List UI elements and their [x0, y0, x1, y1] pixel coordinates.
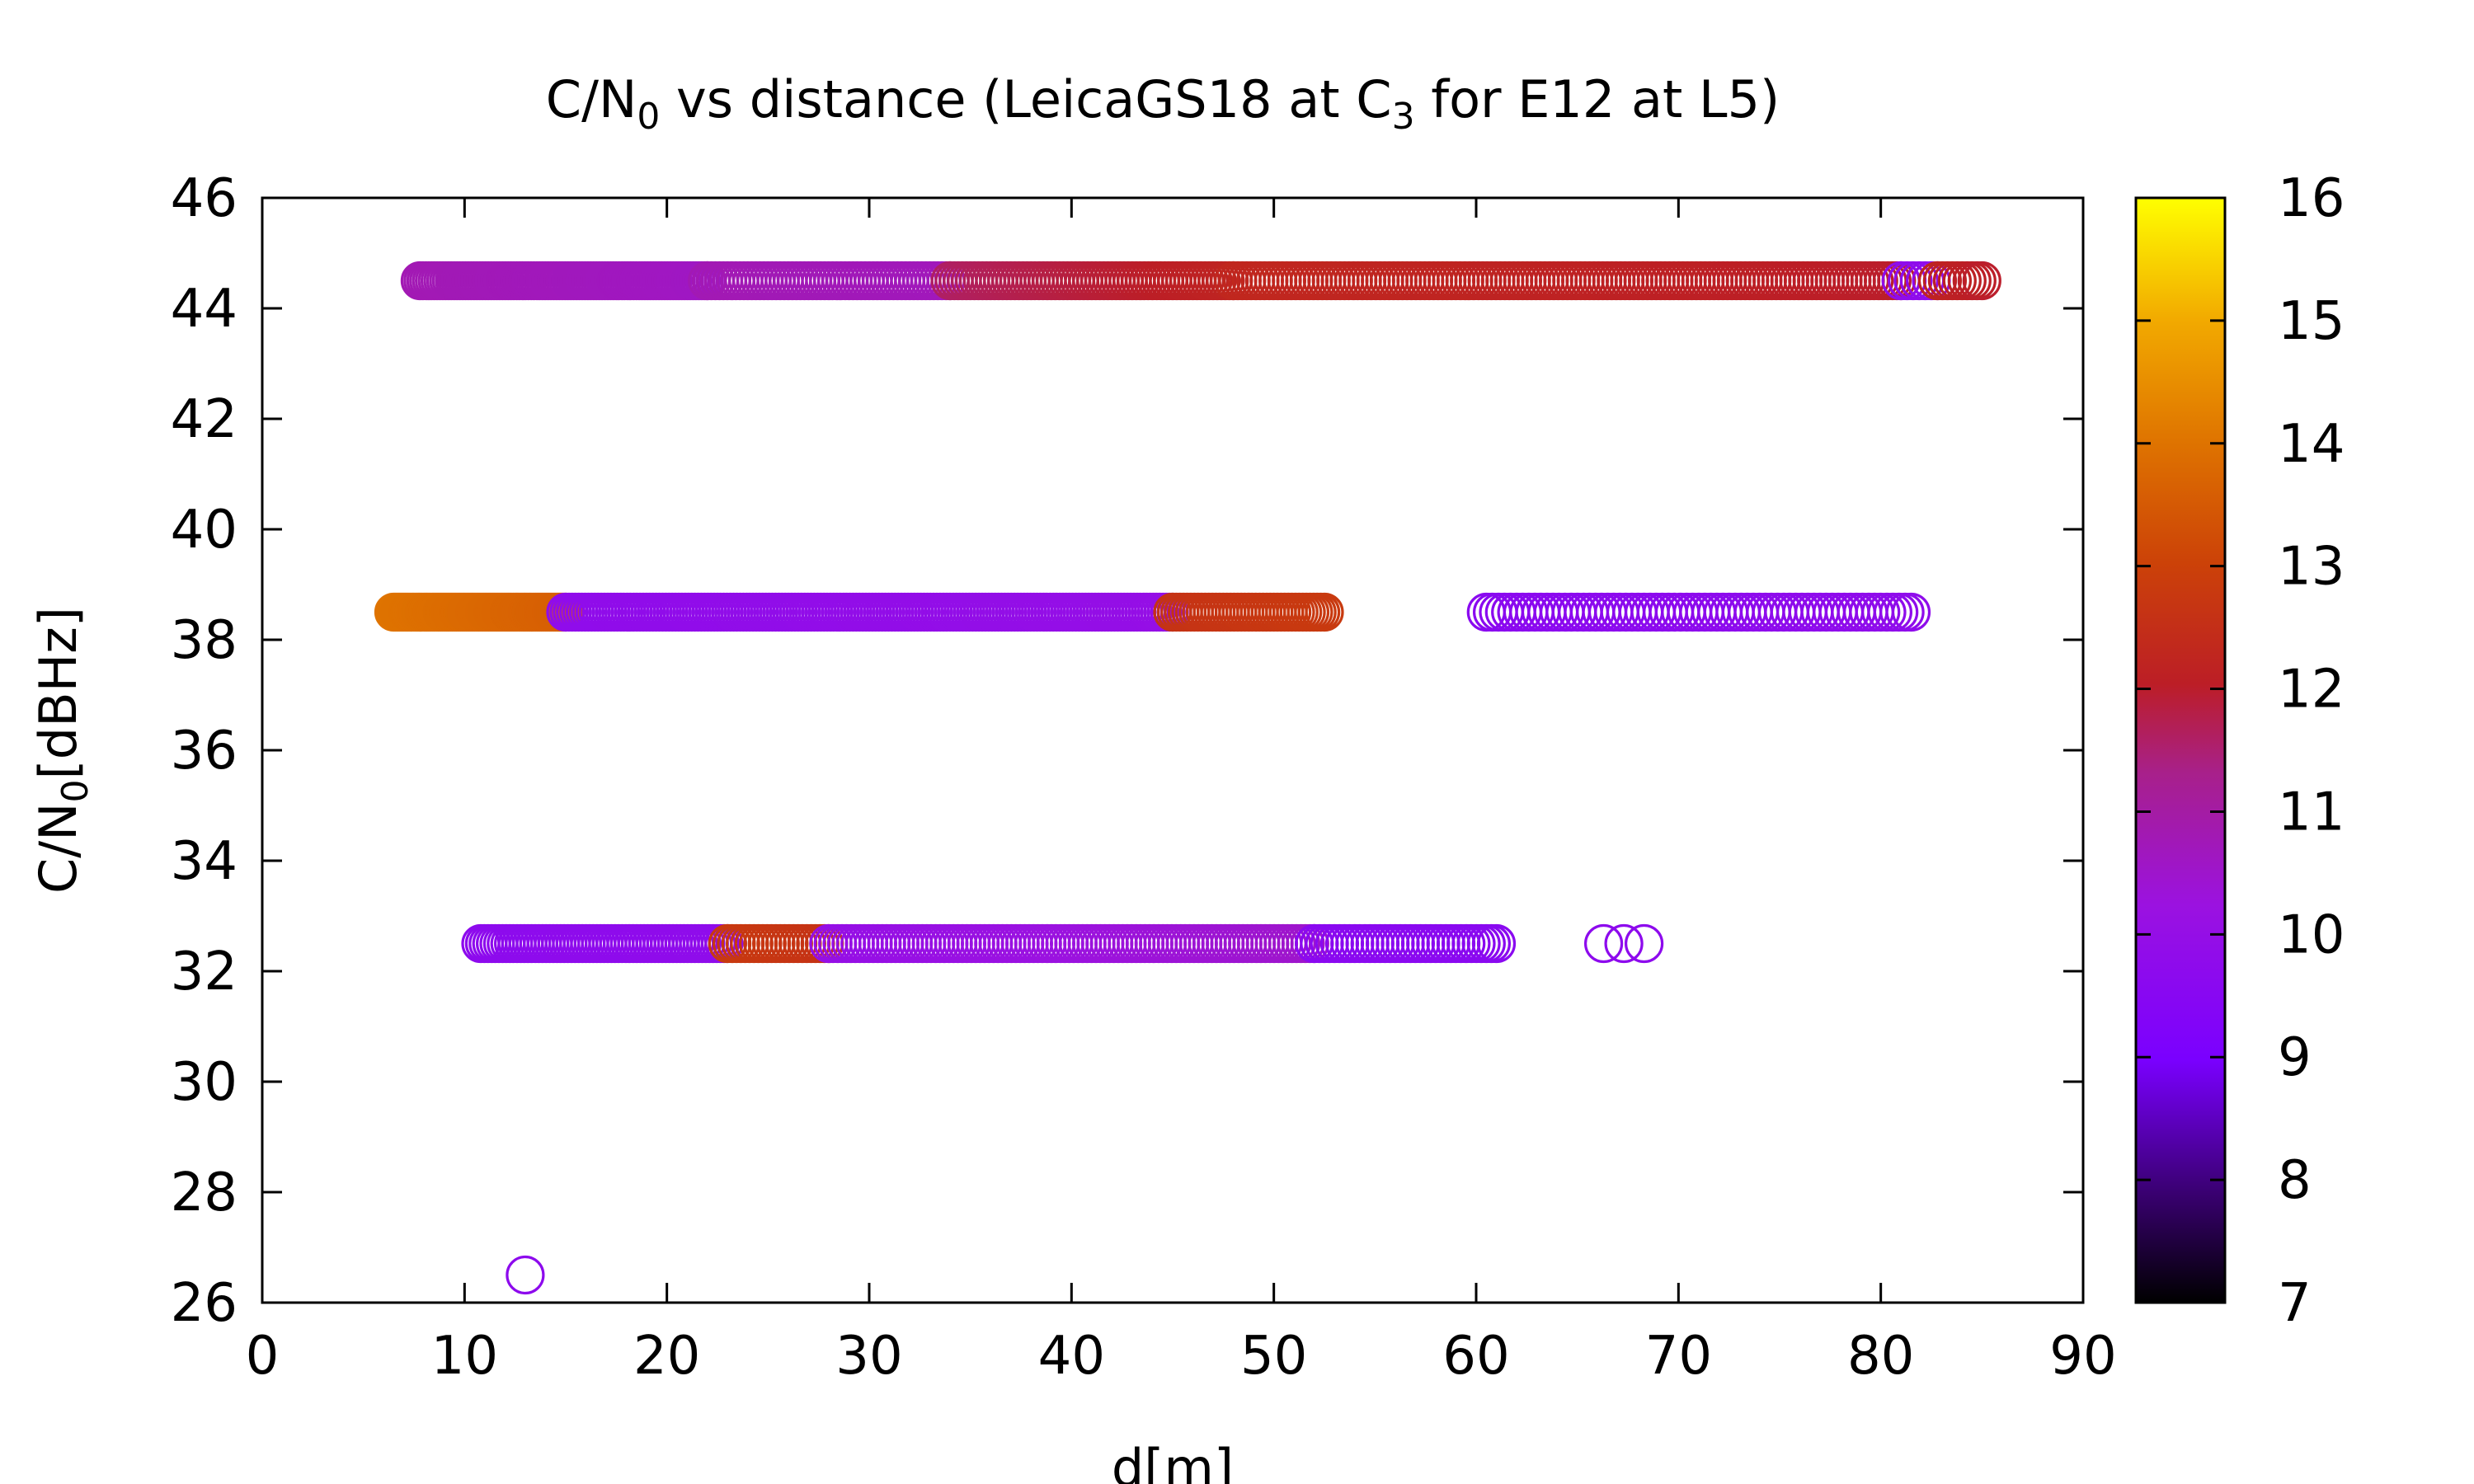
y-tick-label: 46 — [171, 168, 238, 229]
y-tick-label: 38 — [171, 610, 238, 671]
x-axis-title: d[m] — [1112, 1438, 1234, 1484]
colorbar-tick-label: 14 — [2278, 414, 2345, 475]
data-point — [1891, 592, 1931, 632]
x-tick-label: 90 — [2049, 1326, 2116, 1387]
y-axis: 26 28 30 32 34 36 38 40 42 44 46 — [171, 168, 2083, 1334]
y-tick-label: 40 — [171, 500, 238, 561]
x-axis: 0 10 20 30 40 50 60 70 80 90 — [246, 198, 2117, 1387]
data-point — [1624, 923, 1664, 964]
data-point — [1604, 923, 1644, 964]
colorbar-tick-label: 15 — [2278, 291, 2345, 352]
colorbar-tick-label: 16 — [2278, 168, 2345, 229]
colorbar-tick-label: 12 — [2278, 660, 2345, 721]
y-tick-label: 28 — [171, 1162, 238, 1223]
data-point — [1476, 923, 1517, 964]
y-tick-label: 32 — [171, 942, 238, 1003]
data-point — [1305, 592, 1344, 632]
data-point — [1962, 261, 2001, 301]
chart-title: C/N0 vs distance (LeicaGS18 at C3 for E1… — [546, 69, 1780, 138]
data-point — [506, 1255, 545, 1295]
y-tick-label: 26 — [171, 1273, 238, 1334]
data-point — [1583, 923, 1624, 964]
x-tick-label: 0 — [246, 1326, 280, 1387]
x-tick-label: 30 — [835, 1326, 902, 1387]
y-tick-label: 30 — [171, 1052, 238, 1113]
colorbar-tick-label: 8 — [2278, 1150, 2312, 1211]
colorbar-tick-label: 7 — [2278, 1273, 2312, 1334]
y-tick-label: 44 — [171, 279, 238, 340]
data-points — [374, 261, 2001, 1295]
y-tick-label: 34 — [171, 831, 238, 892]
x-tick-label: 60 — [1442, 1326, 1509, 1387]
colorbar-ticks: 7 8 9 10 11 12 13 14 15 16 — [2136, 168, 2345, 1334]
colorbar — [2134, 196, 2227, 1304]
colorbar-tick-label: 13 — [2278, 537, 2345, 598]
x-tick-label: 50 — [1240, 1326, 1307, 1387]
x-tick-label: 40 — [1038, 1326, 1105, 1387]
y-tick-label: 36 — [171, 721, 238, 782]
x-tick-label: 80 — [1847, 1326, 1914, 1387]
y-axis-title: C/N0[dBHz] — [28, 607, 96, 894]
y-tick-label: 42 — [171, 389, 238, 450]
colorbar-tick-label: 10 — [2278, 904, 2345, 965]
colorbar-tick-label: 11 — [2278, 782, 2345, 843]
plot-frame — [261, 196, 2085, 1304]
x-tick-label: 10 — [431, 1326, 498, 1387]
x-tick-label: 70 — [1645, 1326, 1712, 1387]
x-tick-label: 20 — [633, 1326, 700, 1387]
colorbar-tick-label: 9 — [2278, 1027, 2312, 1088]
